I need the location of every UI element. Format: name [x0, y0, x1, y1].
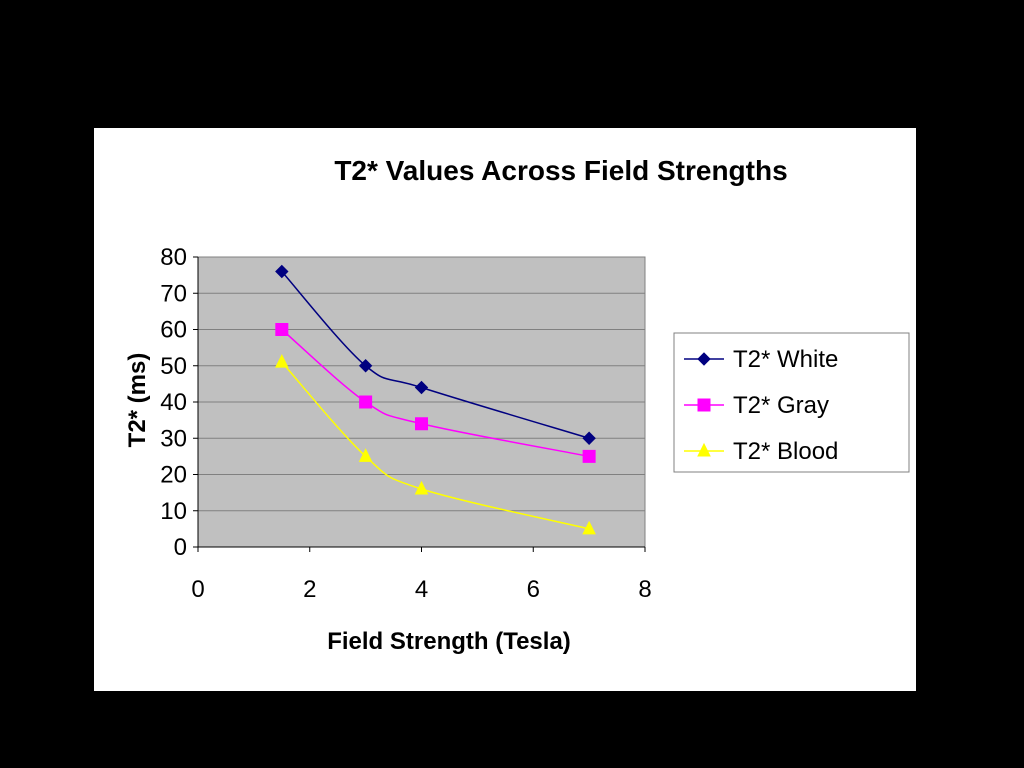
- gridlines: [198, 292, 645, 512]
- x-tick-label: 8: [638, 576, 651, 603]
- legend-label: T2* Gray: [733, 392, 829, 419]
- series-line: [281, 328, 590, 458]
- series-0: [275, 264, 596, 445]
- legend-label: T2* White: [733, 346, 838, 373]
- y-tick-labels: 0 10 20 30 40 50 60 70 80: [160, 244, 187, 561]
- y-tick-label: 10: [160, 498, 187, 525]
- chart-title: T2* Values Across Field Strengths: [334, 155, 787, 186]
- x-tick-label: 6: [527, 576, 540, 603]
- y-tick-label: 30: [160, 425, 187, 452]
- series-line: [281, 271, 590, 439]
- y-tick-label: 50: [160, 353, 187, 380]
- data-point: [275, 264, 289, 279]
- data-point: [414, 380, 429, 395]
- legend-marker: [697, 442, 711, 457]
- y-tick-label: 60: [160, 317, 187, 344]
- data-point: [358, 359, 373, 373]
- x-tick-label: 4: [415, 576, 428, 603]
- x-tick-labels: 0 2 4 6 8: [191, 576, 651, 603]
- data-point: [358, 448, 373, 462]
- data-point: [582, 431, 596, 445]
- y-tick-label: 80: [160, 244, 187, 271]
- legend: T2* White T2* Gray T2* Blood: [673, 332, 910, 473]
- series-2: [275, 354, 596, 535]
- data-point: [275, 354, 289, 368]
- legend-marker: [697, 398, 711, 412]
- legend-label: T2* Blood: [733, 438, 838, 465]
- series-line: [281, 361, 590, 530]
- legend-box: [673, 332, 910, 473]
- y-tick-label: 0: [174, 534, 187, 561]
- legend-item: T2* White: [684, 346, 838, 373]
- data-point: [359, 395, 373, 409]
- data-point: [275, 323, 289, 336]
- x-tick-label: 0: [191, 576, 204, 603]
- data-point: [582, 520, 596, 535]
- axes: [193, 256, 646, 552]
- legend-item: T2* Gray: [684, 392, 829, 419]
- y-tick-label: 20: [160, 462, 187, 489]
- y-tick-label: 70: [160, 280, 187, 307]
- chart-panel: T2* Values Across Field Strengths 0 10 20 3…: [94, 128, 916, 691]
- data-point: [582, 449, 596, 463]
- legend-marker: [697, 352, 711, 366]
- series-layer: [275, 264, 596, 535]
- series-1: [275, 323, 596, 463]
- x-tick-label: 2: [303, 576, 316, 603]
- y-tick-label: 40: [160, 389, 187, 416]
- legend-item: T2* Blood: [684, 438, 838, 465]
- y-axis-title: T2* (ms): [124, 353, 151, 448]
- chart-svg: T2* Values Across Field Strengths 010203…: [124, 155, 910, 655]
- x-axis-title: Field Strength (Tesla): [327, 628, 571, 655]
- data-point: [415, 417, 428, 431]
- data-point: [414, 480, 429, 495]
